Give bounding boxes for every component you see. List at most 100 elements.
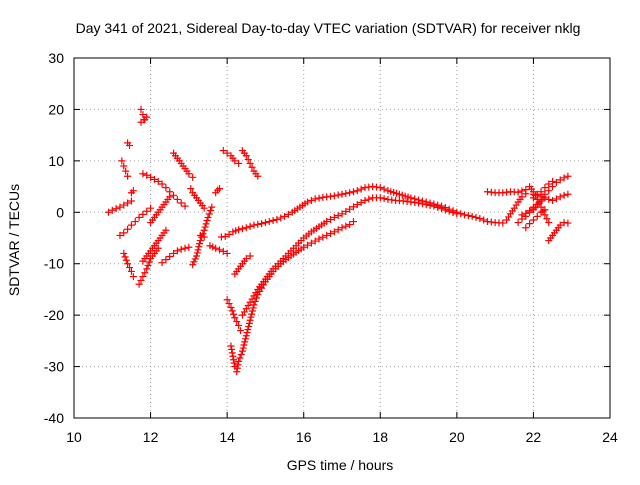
data-point	[564, 219, 572, 227]
series-arc-ag	[529, 172, 572, 214]
data-point	[549, 183, 557, 191]
data-point	[246, 159, 254, 167]
data-point	[137, 276, 145, 284]
x-axis-label: GPS time / hours	[287, 457, 394, 473]
data-point	[244, 156, 252, 164]
data-point	[545, 180, 553, 188]
data-point	[200, 204, 208, 212]
data-point	[228, 307, 236, 315]
data-point	[177, 199, 185, 207]
chart-title: Day 341 of 2021, Sidereal Day-to-day VTE…	[76, 20, 581, 36]
data-point	[426, 201, 434, 209]
data-point	[418, 200, 426, 208]
data-point	[342, 208, 350, 216]
series-arc-ah	[529, 190, 572, 204]
series-arc-ai	[545, 219, 572, 245]
data-point	[311, 195, 319, 203]
data-point	[430, 202, 438, 210]
data-point	[120, 229, 128, 237]
data-point	[327, 230, 335, 238]
data-point	[338, 224, 346, 232]
data-point	[311, 237, 319, 245]
data-point	[173, 195, 181, 203]
data-point	[158, 259, 166, 267]
data-point	[200, 233, 208, 241]
data-point	[241, 338, 249, 346]
data-point	[231, 314, 239, 322]
data-point	[122, 256, 130, 264]
data-point	[556, 221, 564, 229]
series-arc-q	[196, 231, 208, 241]
data-point	[200, 226, 208, 234]
data-point	[237, 351, 245, 359]
data-point	[376, 184, 384, 192]
data-point	[438, 205, 446, 213]
data-point	[203, 217, 211, 225]
data-point	[235, 159, 243, 167]
data-point	[204, 213, 212, 221]
data-point	[235, 357, 243, 365]
data-point	[201, 223, 209, 231]
data-point	[357, 185, 365, 193]
data-point	[338, 210, 346, 218]
data-point	[129, 187, 137, 195]
data-point	[120, 162, 128, 170]
data-point	[556, 193, 564, 201]
data-point	[225, 300, 233, 308]
data-point	[250, 221, 258, 229]
data-point	[147, 204, 155, 212]
data-point	[480, 216, 488, 224]
data-point	[541, 184, 549, 192]
axis-ticks: 10 12 14 16 18 20 22 24 -40 -30 -20 -10 0 10 20 30	[44, 50, 618, 445]
data-point	[552, 178, 560, 186]
data-point	[144, 261, 152, 269]
data-point	[246, 316, 254, 324]
series-arc-ab	[503, 190, 530, 224]
y-tick-label: 20	[48, 101, 64, 117]
series-arc-y	[231, 252, 254, 278]
data-point	[556, 176, 564, 184]
data-point	[330, 192, 338, 200]
data-point	[346, 221, 354, 229]
data-point	[219, 147, 227, 155]
series-arc-b	[116, 204, 155, 239]
data-point	[124, 172, 132, 180]
series-arc-j	[139, 170, 166, 188]
data-point	[248, 310, 256, 318]
data-point	[254, 220, 262, 228]
data-point	[143, 113, 151, 121]
data-point	[196, 231, 204, 239]
data-point	[300, 243, 308, 251]
data-point	[242, 224, 250, 232]
series-arc-o	[187, 185, 208, 212]
data-point	[246, 222, 254, 230]
data-point	[135, 280, 143, 288]
y-axis-label: SDTVAR / TECUs	[6, 184, 22, 296]
data-point	[234, 361, 242, 369]
series-arc-d	[124, 139, 134, 149]
data-point	[219, 247, 227, 255]
data-point	[304, 241, 312, 249]
data-point	[124, 199, 132, 207]
data-point	[118, 157, 126, 165]
data-point	[249, 304, 257, 312]
data-point	[158, 180, 166, 188]
y-tick-label: 10	[48, 153, 64, 169]
data-point	[323, 218, 331, 226]
data-point	[185, 170, 193, 178]
series-arc-t	[219, 147, 243, 167]
data-point	[258, 220, 266, 228]
data-point	[422, 201, 430, 209]
series-arc-z	[238, 194, 461, 319]
data-point	[193, 249, 201, 257]
series-arc-n	[158, 243, 193, 267]
data-point	[187, 185, 195, 193]
data-point	[248, 163, 256, 171]
data-point	[526, 207, 534, 215]
data-point	[181, 244, 189, 252]
data-point	[380, 185, 388, 193]
data-point	[243, 329, 251, 337]
data-point	[307, 239, 315, 247]
data-point	[545, 219, 553, 227]
data-point	[334, 191, 342, 199]
